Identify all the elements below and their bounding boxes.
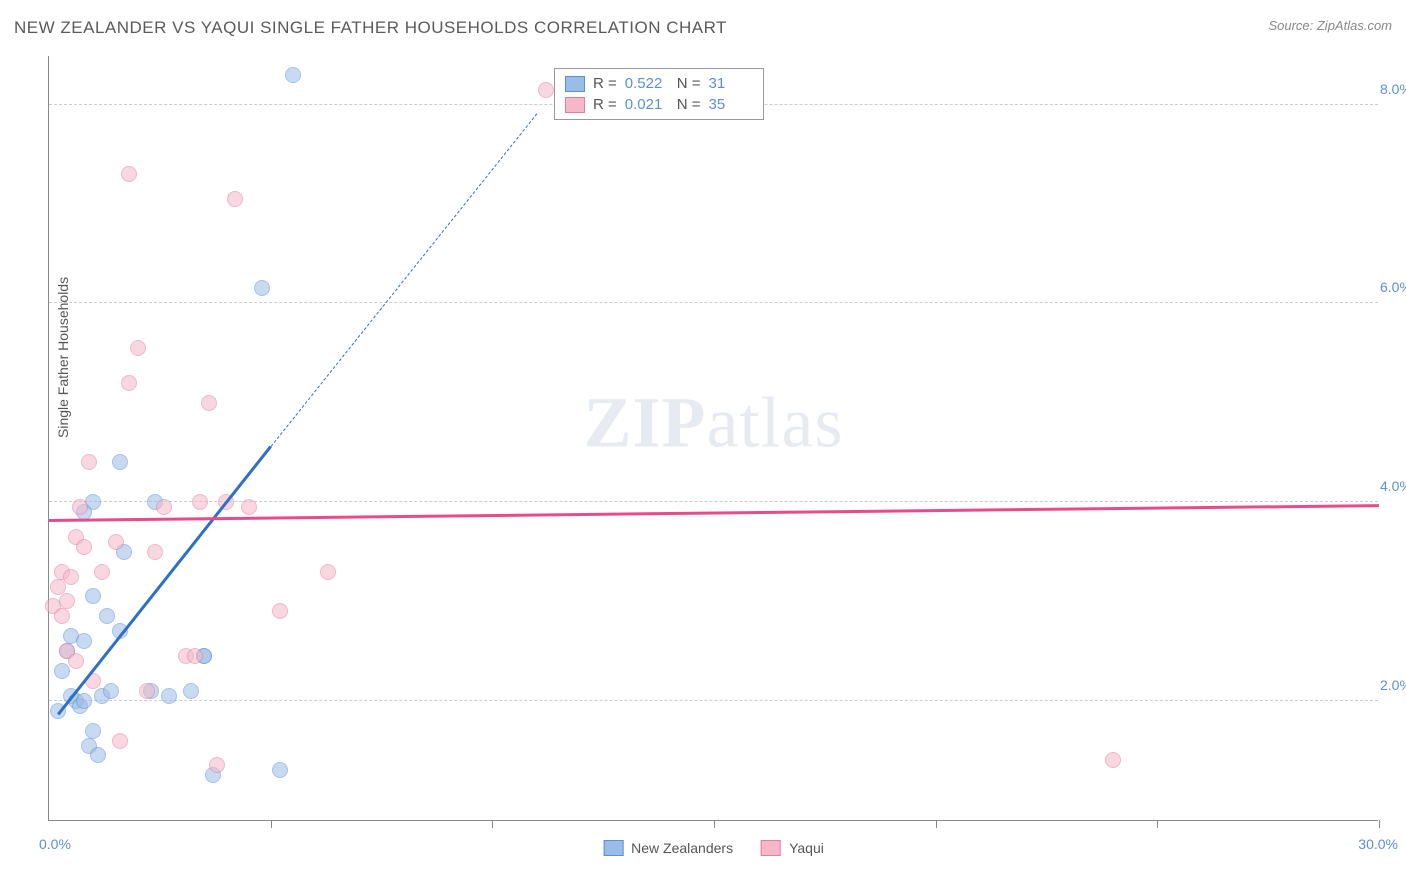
data-point	[241, 499, 257, 515]
data-point	[147, 544, 163, 560]
stat-n-value: 31	[709, 75, 753, 92]
data-point	[320, 564, 336, 580]
y-tick-label: 6.0%	[1380, 279, 1406, 295]
y-tick-label: 4.0%	[1380, 478, 1406, 494]
data-point	[254, 280, 270, 296]
data-point	[76, 693, 92, 709]
trend-line	[57, 445, 272, 715]
data-point	[72, 499, 88, 515]
watermark: ZIPatlas	[584, 381, 844, 464]
data-point	[68, 653, 84, 669]
data-point	[272, 603, 288, 619]
legend-swatch	[565, 76, 585, 92]
stat-r-label: R =	[593, 75, 617, 92]
stat-n-label: N =	[677, 96, 701, 113]
stats-box: R = 0.522 N = 31 R = 0.021 N = 35	[554, 68, 764, 120]
stat-r-value: 0.522	[625, 75, 669, 92]
plot-area: Single Father Households ZIPatlas 2.0%4.…	[48, 56, 1378, 821]
data-point	[1105, 752, 1121, 768]
data-point	[76, 633, 92, 649]
stat-r-value: 0.021	[625, 96, 669, 113]
data-point	[59, 593, 75, 609]
y-tick-label: 2.0%	[1380, 677, 1406, 693]
gridline	[49, 700, 1378, 701]
data-point	[187, 648, 203, 664]
data-point	[108, 534, 124, 550]
stat-r-label: R =	[593, 96, 617, 113]
data-point	[99, 608, 115, 624]
legend-swatch	[761, 840, 781, 856]
data-point	[112, 454, 128, 470]
trend-line-extrapolated	[270, 114, 537, 447]
data-point	[227, 191, 243, 207]
data-point	[81, 454, 97, 470]
data-point	[121, 166, 137, 182]
data-point	[85, 588, 101, 604]
data-point	[63, 569, 79, 585]
x-tick	[271, 820, 272, 828]
data-point	[183, 683, 199, 699]
y-axis-label: Single Father Households	[55, 277, 71, 438]
legend-item: New Zealanders	[603, 840, 733, 856]
legend-label: Yaqui	[789, 840, 824, 856]
legend-swatch	[565, 97, 585, 113]
x-max-label: 30.0%	[1358, 836, 1398, 852]
x-tick	[492, 820, 493, 828]
data-point	[103, 683, 119, 699]
gridline	[49, 302, 1378, 303]
stats-row: R = 0.021 N = 35	[565, 94, 753, 115]
data-point	[112, 733, 128, 749]
data-point	[76, 539, 92, 555]
data-point	[139, 683, 155, 699]
data-point	[90, 747, 106, 763]
stat-n-value: 35	[709, 96, 753, 113]
chart-header: NEW ZEALANDER VS YAQUI SINGLE FATHER HOU…	[14, 18, 1392, 42]
data-point	[201, 395, 217, 411]
x-tick	[1379, 820, 1380, 828]
x-min-label: 0.0%	[39, 836, 71, 852]
data-point	[209, 757, 225, 773]
data-point	[85, 723, 101, 739]
chart-source: Source: ZipAtlas.com	[1268, 18, 1392, 33]
stat-n-label: N =	[677, 75, 701, 92]
data-point	[272, 762, 288, 778]
x-tick	[1157, 820, 1158, 828]
data-point	[130, 340, 146, 356]
y-tick-label: 8.0%	[1380, 81, 1406, 97]
data-point	[285, 67, 301, 83]
legend-label: New Zealanders	[631, 840, 733, 856]
legend: New Zealanders Yaqui	[603, 840, 824, 856]
legend-swatch	[603, 840, 623, 856]
stats-row: R = 0.522 N = 31	[565, 73, 753, 94]
data-point	[121, 375, 137, 391]
data-point	[156, 499, 172, 515]
data-point	[54, 608, 70, 624]
chart-title: NEW ZEALANDER VS YAQUI SINGLE FATHER HOU…	[14, 18, 727, 37]
data-point	[94, 564, 110, 580]
legend-item: Yaqui	[761, 840, 824, 856]
x-tick	[936, 820, 937, 828]
x-tick	[714, 820, 715, 828]
data-point	[538, 82, 554, 98]
data-point	[161, 688, 177, 704]
data-point	[192, 494, 208, 510]
